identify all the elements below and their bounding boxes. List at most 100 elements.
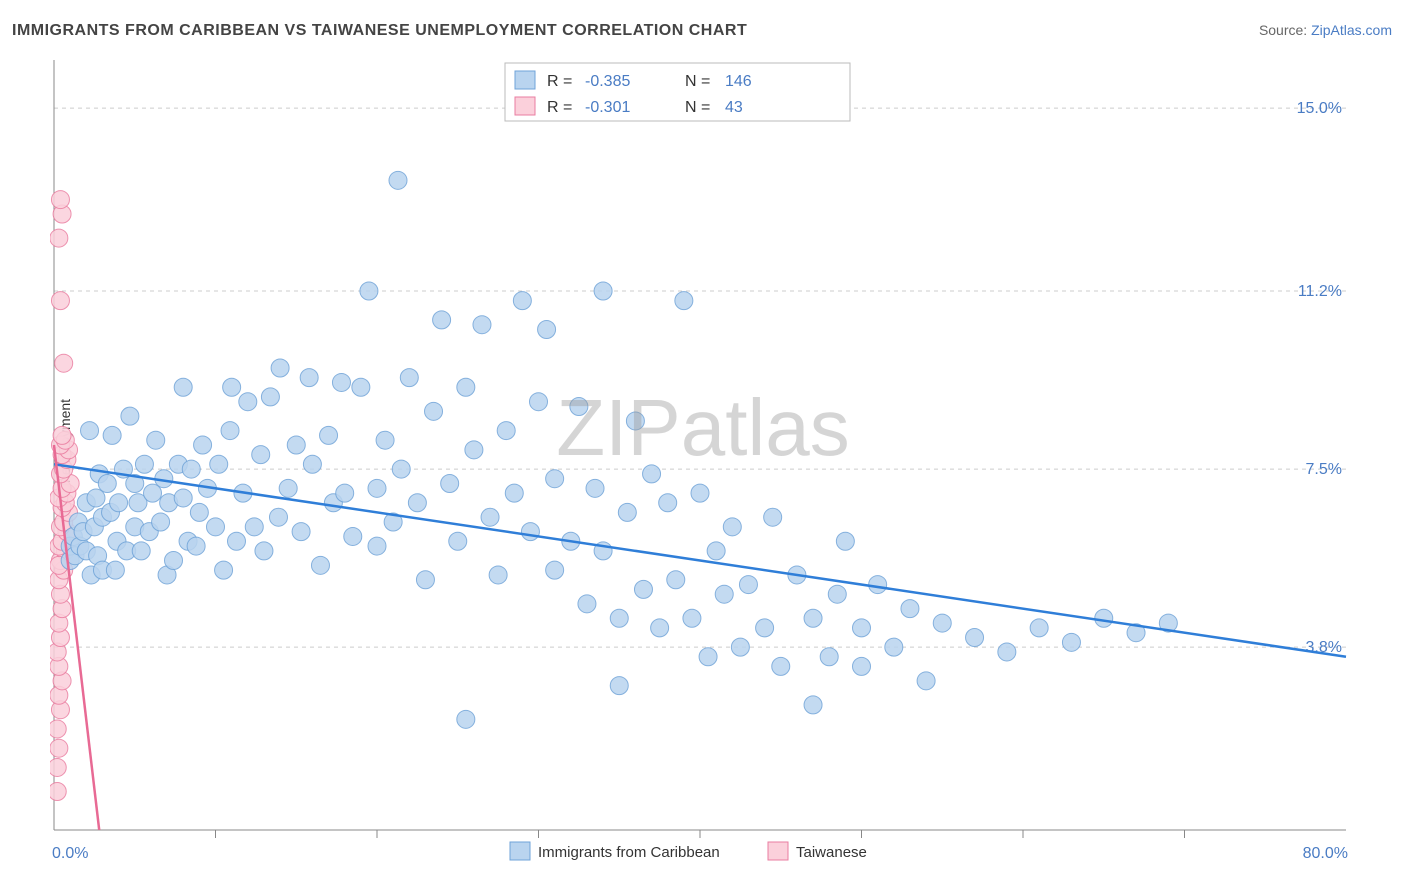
svg-text:N =: N =: [685, 73, 710, 90]
scatter-point: [998, 643, 1016, 661]
scatter-point: [473, 316, 491, 334]
scatter-point: [691, 484, 709, 502]
scatter-point: [87, 489, 105, 507]
scatter-point: [643, 465, 661, 483]
scatter-point: [132, 542, 150, 560]
scatter-point: [303, 455, 321, 473]
scatter-point: [221, 422, 239, 440]
scatter-point: [174, 378, 192, 396]
scatter-point: [50, 720, 66, 738]
scatter-point: [190, 503, 208, 521]
scatter-point: [933, 614, 951, 632]
scatter-point: [53, 426, 71, 444]
scatter-point: [50, 783, 66, 801]
scatter-point: [756, 619, 774, 637]
scatter-chart: 3.8%7.5%11.2%15.0%0.0%80.0%R =-0.385N =1…: [50, 60, 1350, 880]
svg-text:0.0%: 0.0%: [52, 845, 88, 862]
svg-text:-0.385: -0.385: [585, 73, 630, 90]
scatter-point: [594, 282, 612, 300]
svg-text:Immigrants from Caribbean: Immigrants from Caribbean: [538, 844, 720, 861]
scatter-point: [457, 710, 475, 728]
chart-title: IMMIGRANTS FROM CARIBBEAN VS TAIWANESE U…: [12, 22, 747, 40]
scatter-point: [683, 609, 701, 627]
scatter-point: [400, 369, 418, 387]
scatter-point: [98, 475, 116, 493]
scatter-point: [497, 422, 515, 440]
scatter-point: [772, 657, 790, 675]
scatter-point: [530, 393, 548, 411]
scatter-point: [50, 739, 68, 757]
scatter-point: [103, 426, 121, 444]
scatter-point: [336, 484, 354, 502]
svg-text:R =: R =: [547, 73, 572, 90]
scatter-point: [441, 475, 459, 493]
scatter-point: [106, 561, 124, 579]
svg-text:146: 146: [725, 73, 752, 90]
scatter-point: [505, 484, 523, 502]
scatter-point: [51, 191, 69, 209]
scatter-point: [50, 229, 68, 247]
scatter-point: [110, 494, 128, 512]
scatter-point: [634, 580, 652, 598]
scatter-point: [55, 354, 73, 372]
scatter-point: [165, 552, 183, 570]
scatter-point: [1095, 609, 1113, 627]
scatter-point: [610, 609, 628, 627]
scatter-point: [659, 494, 677, 512]
scatter-point: [651, 619, 669, 637]
scatter-point: [135, 455, 153, 473]
scatter-point: [352, 378, 370, 396]
scatter-point: [182, 460, 200, 478]
scatter-point: [279, 479, 297, 497]
scatter-point: [245, 518, 263, 536]
scatter-point: [513, 292, 531, 310]
scatter-point: [368, 479, 386, 497]
scatter-point: [667, 571, 685, 589]
scatter-point: [408, 494, 426, 512]
scatter-point: [626, 412, 644, 430]
scatter-point: [187, 537, 205, 555]
scatter-point: [332, 373, 350, 391]
scatter-point: [292, 523, 310, 541]
series-legend: Immigrants from CaribbeanTaiwanese: [510, 842, 867, 861]
svg-text:N =: N =: [685, 99, 710, 116]
scatter-point: [699, 648, 717, 666]
chart-area: 3.8%7.5%11.2%15.0%0.0%80.0%R =-0.385N =1…: [50, 60, 1350, 850]
scatter-point: [227, 532, 245, 550]
scatter-point: [389, 171, 407, 189]
scatter-point: [731, 638, 749, 656]
scatter-point: [489, 566, 507, 584]
svg-text:80.0%: 80.0%: [1303, 845, 1348, 862]
scatter-point: [465, 441, 483, 459]
scatter-point: [207, 518, 225, 536]
scatter-point: [853, 619, 871, 637]
scatter-point: [901, 600, 919, 618]
scatter-point: [223, 378, 241, 396]
scatter-point: [255, 542, 273, 560]
scatter-point: [836, 532, 854, 550]
scatter-point: [618, 503, 636, 521]
scatter-point: [546, 470, 564, 488]
scatter-point: [707, 542, 725, 560]
scatter-point: [570, 398, 588, 416]
scatter-point: [50, 758, 66, 776]
source-label: Source:: [1259, 22, 1311, 38]
scatter-point: [210, 455, 228, 473]
svg-text:-0.301: -0.301: [585, 99, 630, 116]
svg-text:R =: R =: [547, 99, 572, 116]
scatter-point: [966, 629, 984, 647]
scatter-point: [804, 609, 822, 627]
scatter-point: [538, 321, 556, 339]
svg-text:7.5%: 7.5%: [1306, 461, 1342, 478]
scatter-point: [174, 489, 192, 507]
scatter-point: [723, 518, 741, 536]
scatter-point: [269, 508, 287, 526]
scatter-point: [578, 595, 596, 613]
scatter-point: [320, 426, 338, 444]
svg-text:43: 43: [725, 99, 743, 116]
scatter-point: [610, 677, 628, 695]
scatter-point: [360, 282, 378, 300]
source-link[interactable]: ZipAtlas.com: [1311, 22, 1392, 38]
scatter-point: [252, 446, 270, 464]
scatter-point: [239, 393, 257, 411]
